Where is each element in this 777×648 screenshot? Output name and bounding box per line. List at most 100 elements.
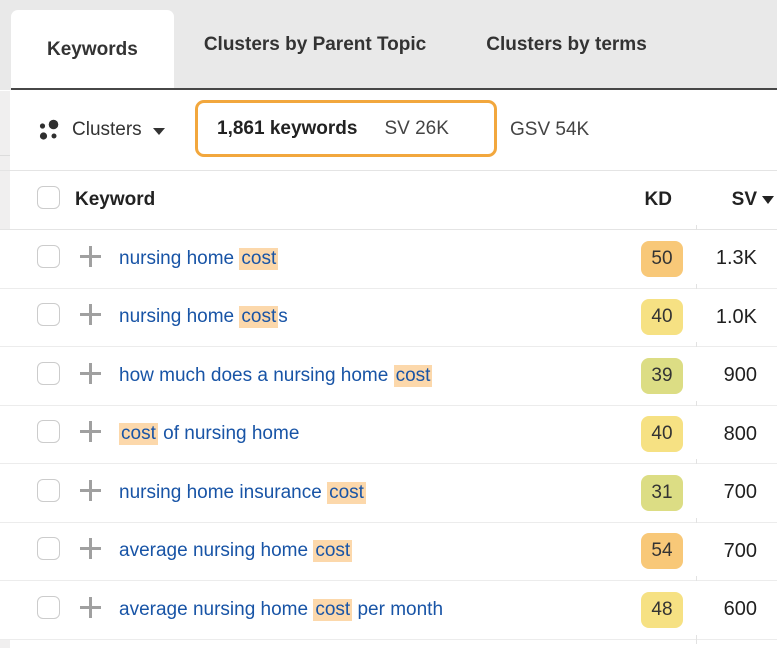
gsv-total: GSV 54K [510,119,590,140]
kd-cell: 31 [595,474,683,511]
keyword-highlight: cost [393,364,433,387]
keyword-text: nursing home [119,306,240,328]
sv-cell: 1.0K [683,306,757,329]
row-checkbox-cell [37,537,73,565]
add-keyword-icon[interactable] [80,479,101,501]
keyword-text: average nursing home [119,540,314,562]
row-checkbox[interactable] [37,420,60,444]
sv-value: 1.3K [715,247,757,270]
keyword-text: of nursing home [157,423,300,445]
row-add-cell [73,362,109,389]
keyword-link[interactable]: how much does a nursing home cost [119,364,433,387]
table-row: average nursing home cost per month 48 6… [0,581,777,643]
sv-cell: 600 [683,598,757,621]
add-keyword-icon[interactable] [80,362,101,384]
sv-cell: 900 [683,364,757,387]
select-all-checkbox[interactable] [37,186,60,209]
keyword-highlight: cost [239,247,279,270]
sort-desc-icon [762,196,774,204]
row-add-cell [73,421,109,447]
row-checkbox-cell [37,244,73,273]
keyword-link[interactable]: nursing home cost s [119,306,288,329]
kd-cell: 54 [595,533,683,570]
sv-value: 800 [723,422,757,445]
add-keyword-icon[interactable] [80,304,101,326]
row-checkbox-cell [37,595,73,624]
keyword-cell: cost of nursing home [109,423,595,446]
row-checkbox[interactable] [37,595,60,619]
add-keyword-icon[interactable] [80,421,101,443]
sv-cell: 800 [683,423,757,446]
column-header-sv-label: SV [731,189,757,210]
sv-value: 1.0K [715,305,757,328]
tab-clusters-by-parent-topic[interactable]: Clusters by Parent Topic [174,0,456,90]
kd-cell: 50 [595,240,683,277]
row-add-cell [73,479,109,506]
table-header-row: Keyword KD SV [0,170,777,234]
keyword-cell: how much does a nursing home cost [109,364,595,387]
table-body: nursing home cost 50 1.3K nursing home c… [0,230,777,643]
sv-value: 700 [723,539,757,562]
chevron-down-icon [152,128,165,135]
table-row: nursing home insurance cost 31 700 [0,464,777,526]
column-header-keyword[interactable]: Keyword [75,189,156,210]
toolbar: Clusters 1,861 keywords SV 26K GSV 54K [10,90,777,170]
keyword-highlight: cost [313,540,353,563]
keyword-highlight: cost [119,423,158,446]
tab-keywords-label: Keywords [47,39,138,60]
keyword-cell: nursing home cost [109,247,595,270]
kd-badge: 54 [641,533,683,570]
kd-badge: 48 [641,591,683,628]
tab-clusters-by-parent-topic-label: Clusters by Parent Topic [203,34,427,55]
keyword-text: average nursing home [119,598,314,620]
keyword-link[interactable]: nursing home cost [119,247,279,270]
table-row: average nursing home cost 54 700 [0,522,777,585]
kd-badge: 50 [641,240,683,277]
keyword-cell: average nursing home cost [109,540,595,563]
tab-clusters-by-terms-label: Clusters by terms [486,34,647,55]
clusters-dropdown[interactable]: Clusters [38,90,165,170]
keyword-link[interactable]: nursing home insurance cost [119,481,366,504]
row-checkbox-cell [37,361,73,390]
sv-cell: 1.3K [683,247,757,270]
header-checkbox-cell [37,186,73,214]
add-keyword-icon[interactable] [80,596,101,618]
keyword-text: per month [352,598,444,620]
keyword-cell: nursing home insurance cost [109,481,595,504]
keyword-text: s [278,306,288,328]
kd-badge: 31 [641,474,683,511]
table-row: how much does a nursing home cost 39 900 [0,347,777,409]
row-checkbox[interactable] [37,303,60,327]
sv-total: SV 26K [384,117,449,139]
kd-badge: 40 [641,299,683,336]
keyword-link[interactable]: average nursing home cost per month [119,598,444,621]
kd-badge: 40 [641,416,683,453]
row-checkbox[interactable] [37,361,60,385]
table-row: nursing home cost 50 1.3K [0,230,777,292]
kd-badge: 39 [641,357,683,394]
keywords-table: Keyword KD SV nursing home cost 50 1.3K … [0,170,777,643]
add-keyword-icon[interactable] [80,245,101,267]
kd-cell: 48 [595,591,683,628]
row-add-cell [73,304,109,330]
table-row: nursing home cost s 40 1.0K [0,288,777,351]
sv-cell: 700 [683,540,757,563]
keywords-count: 1,861 keywords [217,117,358,139]
row-checkbox[interactable] [37,244,60,268]
keyword-cell: average nursing home cost per month [109,598,595,621]
sv-value: 900 [723,364,757,387]
kd-cell: 39 [595,357,683,394]
column-header-sv[interactable]: SV [683,189,774,211]
clusters-icon [39,119,59,140]
column-header-kd[interactable]: KD [644,189,672,210]
row-checkbox[interactable] [37,478,60,502]
row-checkbox-cell [37,420,73,448]
tab-keywords[interactable]: Keywords [11,10,174,90]
tab-clusters-by-terms[interactable]: Clusters by terms [456,0,677,90]
keyword-link[interactable]: cost of nursing home [119,423,300,446]
keyword-link[interactable]: average nursing home cost [119,540,353,563]
left-edge-divider [0,155,10,156]
keyword-highlight: cost [313,598,353,621]
row-checkbox[interactable] [37,537,60,561]
add-keyword-icon[interactable] [80,538,101,560]
